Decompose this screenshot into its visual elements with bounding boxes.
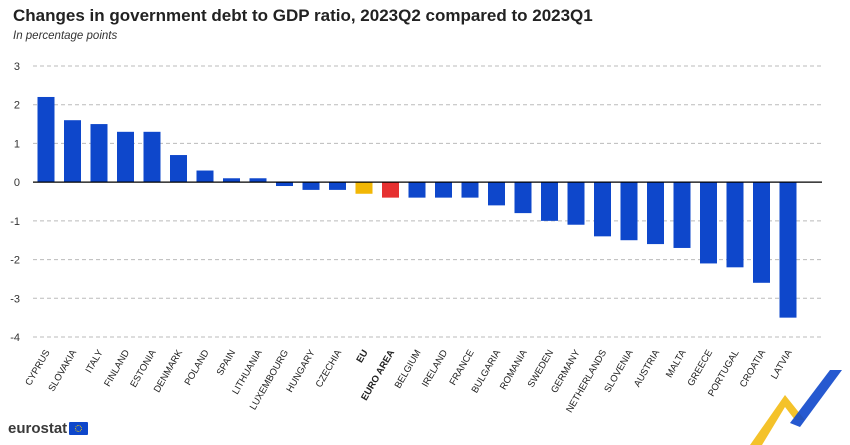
bar bbox=[196, 170, 214, 183]
y-tick-label: 1 bbox=[14, 138, 20, 150]
bar bbox=[355, 182, 373, 194]
bar bbox=[64, 120, 81, 183]
x-tick-label: IRELAND bbox=[420, 348, 450, 389]
bar bbox=[647, 182, 664, 245]
y-tick-label: -2 bbox=[10, 255, 20, 267]
y-tick-label: 2 bbox=[14, 100, 20, 112]
y-tick-label: -4 bbox=[10, 332, 20, 344]
bar bbox=[117, 131, 134, 183]
bar bbox=[700, 182, 717, 264]
bar bbox=[223, 178, 240, 183]
x-tick-label: FINLAND bbox=[102, 348, 132, 389]
y-tick-label: -1 bbox=[10, 216, 20, 228]
bar bbox=[170, 155, 187, 183]
decoration-yellow-stripe bbox=[750, 395, 805, 445]
bar bbox=[753, 182, 770, 283]
y-tick-label: 0 bbox=[14, 177, 20, 189]
bar bbox=[620, 182, 638, 241]
eurostat-corner-decoration bbox=[750, 370, 842, 445]
eurostat-logo: eurostat bbox=[8, 420, 89, 437]
bar bbox=[408, 182, 426, 198]
y-axis-ticks: 3 2 1 0 -1 -2 -3 -4 bbox=[10, 61, 20, 344]
chart-subtitle: In percentage points bbox=[13, 30, 118, 42]
bar bbox=[249, 178, 267, 183]
bar bbox=[37, 96, 55, 183]
bar bbox=[329, 182, 346, 190]
x-tick-label: POLAND bbox=[183, 348, 212, 387]
bar bbox=[435, 182, 452, 198]
bar bbox=[461, 182, 479, 198]
x-tick-label: GREECE bbox=[686, 348, 716, 388]
x-tick-label: FRANCE bbox=[448, 348, 477, 387]
bar bbox=[276, 182, 293, 187]
y-tick-label: -3 bbox=[10, 293, 20, 305]
bar bbox=[514, 182, 532, 214]
x-tick-label: CYPRUS bbox=[23, 348, 52, 388]
bar bbox=[143, 131, 161, 183]
bar bbox=[541, 182, 558, 221]
bar bbox=[726, 182, 744, 268]
x-tick-label: EU bbox=[354, 348, 370, 365]
gridlines bbox=[33, 65, 822, 338]
x-tick-label: CZECHIA bbox=[314, 347, 345, 389]
x-tick-label: SPAIN bbox=[215, 348, 238, 378]
eurostat-logo-text: eurostat bbox=[8, 420, 68, 437]
x-tick-label: MALTA bbox=[664, 347, 689, 379]
bar bbox=[673, 182, 691, 248]
bar bbox=[488, 182, 505, 206]
x-tick-label: ITALY bbox=[84, 347, 106, 375]
decoration-blue-stripe bbox=[790, 370, 842, 427]
bar bbox=[90, 124, 108, 183]
bars bbox=[37, 96, 797, 318]
chart-title: Changes in government debt to GDP ratio,… bbox=[13, 6, 593, 25]
bar bbox=[594, 182, 611, 237]
bar bbox=[567, 182, 585, 225]
bar bbox=[382, 182, 399, 198]
x-tick-label: AUSTRIA bbox=[632, 347, 662, 389]
eu-flag-icon bbox=[69, 422, 89, 435]
bar bbox=[302, 182, 320, 190]
bar bbox=[779, 182, 797, 318]
y-tick-label: 3 bbox=[14, 61, 20, 73]
